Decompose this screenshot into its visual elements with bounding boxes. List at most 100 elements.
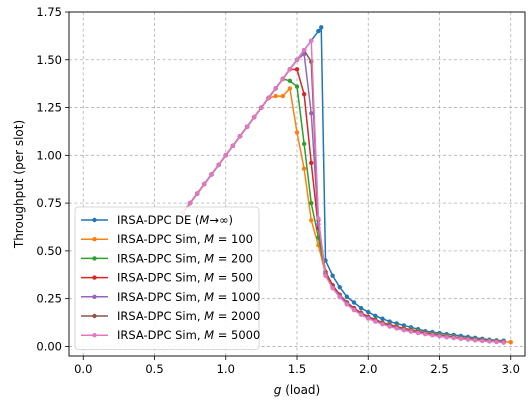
data-point (358, 312, 364, 317)
legend-swatch-marker (92, 256, 97, 261)
data-point (451, 335, 456, 341)
data-point (408, 329, 414, 334)
legend-swatch-marker (92, 333, 97, 338)
legend-label-suffix: →∞) (209, 213, 233, 227)
data-point (501, 340, 506, 345)
data-point (309, 200, 314, 206)
data-point (280, 76, 285, 82)
data-point (508, 340, 513, 345)
data-point (309, 38, 314, 43)
legend-label-suffix: = 1000 (214, 290, 260, 304)
data-point (351, 307, 357, 313)
data-point (273, 93, 278, 99)
legend-box (74, 206, 260, 350)
legend-label-prefix: IRSA-DPC Sim, (117, 251, 204, 265)
legend-label-suffix: = 200 (214, 251, 253, 265)
grid (69, 11, 525, 356)
data-point (252, 114, 257, 120)
y-axis-label: Throughput (per slot) (12, 120, 26, 249)
legend-label-prefix: IRSA-DPC Sim, (117, 328, 204, 342)
x-axis-label-variable: g (274, 383, 282, 397)
legend-label-prefix: IRSA-DPC Sim, (117, 271, 204, 285)
legend-label: IRSA-DPC Sim, M = 500 (117, 271, 253, 285)
legend-label-variable: M (204, 290, 214, 304)
data-point (316, 28, 321, 34)
data-point (187, 200, 193, 206)
data-point (309, 111, 314, 116)
data-point (223, 153, 228, 158)
data-point (319, 25, 324, 30)
legend-swatch-marker (92, 275, 97, 280)
data-point (280, 93, 285, 99)
data-point (309, 160, 314, 166)
data-point (480, 338, 485, 344)
legend-swatch-marker (92, 294, 97, 299)
data-point (259, 105, 264, 110)
data-point (309, 218, 314, 223)
data-point (230, 143, 236, 148)
data-point (444, 335, 449, 340)
data-point (394, 326, 399, 331)
y-tick-label: 1.50 (36, 53, 62, 67)
legend-label-suffix: = 100 (214, 232, 253, 246)
data-point (380, 316, 385, 321)
legend-label-variable: M (204, 328, 214, 342)
legend-label-variable: M (204, 309, 214, 323)
legend-item: IRSA-DPC Sim, M = 100 (81, 232, 253, 246)
legend-label: IRSA-DPC Sim, M = 2000 (117, 309, 260, 323)
data-point (344, 294, 350, 299)
data-point (494, 339, 499, 345)
data-point (458, 336, 464, 341)
data-point (287, 78, 293, 84)
data-point (294, 84, 300, 89)
x-tick-label: 2.0 (359, 362, 377, 376)
x-tick-label: 1.5 (288, 362, 306, 376)
data-point (366, 309, 371, 315)
data-point (430, 333, 435, 338)
data-point (437, 334, 442, 339)
legend-swatch-marker (92, 217, 97, 223)
data-point (287, 67, 293, 72)
data-point (244, 124, 250, 129)
legend: IRSA-DPC DE (M→∞)IRSA-DPC Sim, M = 100IR… (74, 206, 260, 350)
data-point (351, 300, 357, 305)
data-point (337, 294, 342, 300)
data-point (195, 191, 200, 196)
series-7 (180, 38, 506, 345)
data-point (465, 337, 471, 342)
legend-label-variable: M (204, 232, 214, 246)
legend-label-variable: M (199, 213, 209, 227)
data-point (301, 48, 307, 53)
y-tick-label: 0.00 (36, 339, 62, 353)
data-point (301, 166, 307, 171)
x-axis-label-rest: (load) (281, 383, 320, 397)
data-point (344, 302, 350, 307)
legend-label-variable: M (204, 251, 214, 265)
data-point (273, 86, 278, 91)
x-tick-label: 1.0 (217, 362, 235, 376)
x-tick-label: 3.0 (502, 362, 520, 376)
data-point (401, 328, 407, 333)
data-point (294, 130, 300, 135)
y-tick-label: 0.75 (36, 196, 62, 210)
data-point (487, 339, 492, 344)
data-point (301, 91, 307, 97)
data-point (387, 324, 392, 329)
data-point (237, 134, 243, 139)
legend-label: IRSA-DPC Sim, M = 100 (117, 232, 253, 246)
legend-item: IRSA-DPC Sim, M = 5000 (81, 328, 260, 342)
series-line (182, 39, 504, 344)
data-point (294, 67, 300, 72)
x-axis-label: g (load) (274, 383, 320, 397)
legend-swatch-marker (92, 313, 97, 319)
data-point (373, 313, 378, 319)
legend-item: IRSA-DPC Sim, M = 2000 (81, 309, 260, 323)
legend-label-prefix: IRSA-DPC Sim, (117, 309, 204, 323)
data-point (358, 306, 364, 311)
data-point (423, 332, 428, 337)
legend-item: IRSA-DPC Sim, M = 200 (81, 251, 253, 265)
data-point (316, 216, 321, 221)
legend-item: IRSA-DPC Sim, M = 1000 (81, 290, 260, 304)
legend-label-suffix: = 500 (214, 271, 253, 285)
